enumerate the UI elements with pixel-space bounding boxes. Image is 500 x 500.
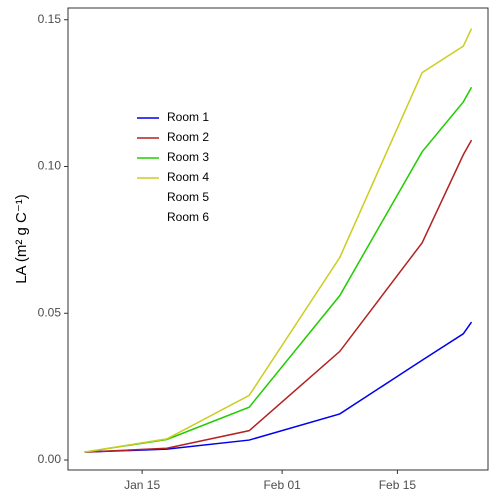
line — [84, 86, 473, 453]
x-tick-label: Feb 01 — [263, 478, 301, 492]
legend-label: Room 4 — [167, 170, 209, 184]
legend-label: Room 2 — [167, 130, 209, 144]
x-tick-label: Feb 15 — [379, 478, 417, 492]
y-tick-label: 0.15 — [38, 12, 62, 26]
y-tick-label: 0.00 — [38, 452, 62, 466]
line — [84, 139, 473, 453]
line — [84, 321, 473, 453]
y-tick-label: 0.05 — [38, 305, 62, 319]
legend-label: Room 3 — [167, 150, 209, 164]
x-tick-label: Jan 15 — [124, 478, 160, 492]
legend-label: Room 6 — [167, 210, 209, 224]
legend-label: Room 1 — [167, 110, 209, 124]
y-axis-label: LA (m² g C⁻¹) — [13, 194, 30, 284]
legend-label: Room 5 — [167, 190, 209, 204]
y-tick-label: 0.10 — [38, 159, 62, 173]
panel-border — [67, 7, 489, 471]
line — [84, 28, 473, 453]
